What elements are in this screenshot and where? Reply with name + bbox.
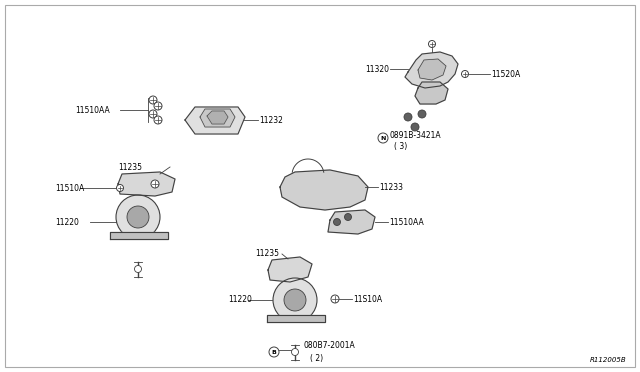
- Circle shape: [378, 133, 388, 143]
- Text: 11S10A: 11S10A: [353, 295, 382, 304]
- Text: ( 3): ( 3): [394, 141, 407, 151]
- Polygon shape: [268, 257, 312, 282]
- Text: 11220: 11220: [55, 218, 79, 227]
- Polygon shape: [110, 232, 168, 239]
- Text: 11320: 11320: [365, 64, 389, 74]
- Text: 11235: 11235: [255, 250, 279, 259]
- Circle shape: [291, 349, 298, 356]
- Polygon shape: [118, 172, 175, 196]
- Circle shape: [404, 113, 412, 121]
- Circle shape: [149, 96, 157, 104]
- Circle shape: [149, 110, 157, 118]
- Circle shape: [154, 102, 162, 110]
- Circle shape: [269, 347, 279, 357]
- Text: 11235: 11235: [118, 163, 142, 171]
- Text: 11520A: 11520A: [491, 70, 520, 78]
- Text: 0891B-3421A: 0891B-3421A: [390, 131, 442, 140]
- Text: ( 2): ( 2): [310, 353, 323, 362]
- Circle shape: [344, 214, 351, 221]
- Circle shape: [273, 278, 317, 322]
- Text: 11510A: 11510A: [55, 183, 84, 192]
- Text: 11233: 11233: [379, 183, 403, 192]
- Polygon shape: [405, 52, 458, 88]
- Polygon shape: [200, 109, 235, 127]
- Circle shape: [333, 218, 340, 225]
- Circle shape: [127, 206, 149, 228]
- Circle shape: [429, 41, 435, 48]
- Circle shape: [116, 185, 124, 192]
- Polygon shape: [415, 82, 448, 104]
- Circle shape: [331, 295, 339, 303]
- Circle shape: [134, 266, 141, 273]
- Circle shape: [154, 116, 162, 124]
- Text: N: N: [380, 135, 386, 141]
- Polygon shape: [267, 315, 325, 322]
- Polygon shape: [207, 111, 228, 124]
- Text: R112005B: R112005B: [590, 357, 627, 363]
- Polygon shape: [185, 107, 245, 134]
- Circle shape: [411, 123, 419, 131]
- Text: 11510AA: 11510AA: [389, 218, 424, 227]
- Text: 11232: 11232: [259, 115, 283, 125]
- Circle shape: [151, 180, 159, 188]
- Circle shape: [461, 71, 468, 77]
- Circle shape: [116, 195, 160, 239]
- Text: B: B: [271, 350, 276, 355]
- Text: 080B7-2001A: 080B7-2001A: [304, 341, 356, 350]
- Circle shape: [418, 110, 426, 118]
- Text: 11510AA: 11510AA: [75, 106, 109, 115]
- Text: 11220: 11220: [228, 295, 252, 305]
- Polygon shape: [418, 59, 446, 80]
- Polygon shape: [328, 210, 375, 234]
- Polygon shape: [280, 170, 368, 210]
- Circle shape: [284, 289, 306, 311]
